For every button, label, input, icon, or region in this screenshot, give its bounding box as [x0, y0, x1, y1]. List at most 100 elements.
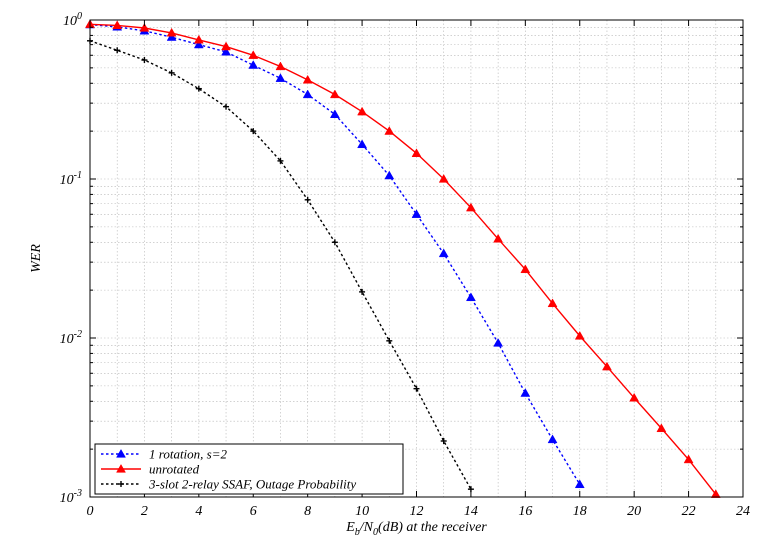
- legend-label: 1 rotation, s=2: [149, 447, 227, 462]
- series-line: [89, 23, 717, 495]
- data-point-marker: [329, 89, 340, 99]
- legend-label: unrotated: [149, 462, 200, 477]
- data-point-legend-marker: [116, 463, 126, 473]
- series-line: [89, 40, 472, 490]
- data-point-marker: [275, 61, 286, 71]
- data-point-marker: [331, 239, 338, 246]
- x-label-0-sub: 0: [373, 527, 378, 538]
- x-tick-label: 18: [573, 504, 587, 519]
- data-point-marker: [248, 60, 259, 69]
- data-point-marker: [193, 34, 204, 44]
- x-label-b-sub: b: [355, 527, 360, 538]
- data-point-marker: [520, 264, 531, 274]
- x-tick-label: 4: [195, 504, 202, 519]
- y-tick-label-exponent: -1: [74, 170, 82, 181]
- data-point-marker: [384, 170, 395, 180]
- data-point-marker: [302, 89, 313, 99]
- x-tick-label: 2: [141, 504, 148, 519]
- y-tick-label-exponent: 0: [77, 11, 82, 22]
- y-tick-label: 10-1: [60, 170, 82, 188]
- data-point-marker: [195, 85, 202, 92]
- data-point-legend-marker: [116, 448, 126, 458]
- x-label-rest: (dB) at the receiver: [378, 520, 487, 535]
- x-tick-label: 16: [518, 504, 532, 519]
- x-tick-label: 8: [304, 504, 311, 519]
- series-layer: [85, 19, 721, 498]
- x-tick-label: 10: [355, 504, 369, 519]
- y-tick-label-base: 10: [60, 173, 74, 188]
- data-point-marker: [574, 479, 585, 489]
- data-point-marker: [493, 233, 504, 243]
- series-2: [85, 19, 721, 498]
- data-point-legend-marker: [118, 481, 124, 487]
- y-tick-label-base: 10: [63, 14, 77, 29]
- data-point-marker: [710, 489, 721, 498]
- data-point-marker: [465, 202, 476, 212]
- data-point-marker: [250, 128, 257, 135]
- x-tick-label: 14: [464, 504, 478, 519]
- grid: [90, 20, 743, 497]
- data-point-marker: [411, 148, 422, 157]
- data-point-marker: [574, 330, 585, 340]
- series-3: [87, 37, 474, 493]
- x-tick-label: 22: [682, 504, 696, 519]
- data-point-marker: [168, 69, 175, 76]
- data-point-marker: [275, 73, 286, 82]
- data-point-marker: [139, 23, 150, 32]
- x-tick-label: 6: [250, 504, 257, 519]
- legend-label: 3-slot 2-relay SSAF, Outage Probability: [148, 477, 356, 492]
- data-point-marker: [223, 103, 230, 110]
- data-point-marker: [602, 361, 612, 371]
- data-point-marker: [413, 385, 420, 392]
- data-point-marker: [112, 20, 123, 30]
- data-point-marker: [359, 288, 366, 295]
- y-tick-label-exponent: -3: [74, 488, 82, 499]
- data-point-marker: [304, 196, 311, 203]
- data-point-marker: [166, 27, 177, 37]
- x-label-n: /N: [359, 520, 374, 535]
- y-tick-label-base: 10: [60, 332, 74, 347]
- y-tick-label: 10-3: [60, 488, 82, 506]
- data-point-marker: [547, 298, 558, 308]
- data-point-marker: [438, 248, 449, 258]
- data-point-marker: [629, 392, 640, 402]
- data-point-marker: [520, 388, 531, 397]
- data-point-marker: [166, 32, 177, 41]
- x-tick-label: 0: [87, 504, 94, 519]
- data-point-marker: [384, 126, 395, 135]
- data-point-marker: [656, 423, 667, 433]
- data-point-marker: [386, 337, 393, 344]
- y-tick-label: 100: [63, 11, 82, 29]
- data-point-marker: [411, 209, 422, 218]
- x-tick-label: 20: [627, 504, 641, 519]
- data-point-marker: [493, 338, 504, 347]
- y-axis-label: WER: [29, 244, 44, 273]
- data-point-marker: [248, 50, 259, 59]
- x-tick-label: 12: [410, 504, 424, 519]
- data-point-marker: [357, 139, 368, 149]
- data-point-marker: [547, 434, 558, 444]
- data-point-marker: [683, 454, 694, 464]
- data-point-marker: [440, 438, 447, 445]
- data-point-marker: [465, 292, 476, 302]
- data-point-marker: [302, 74, 313, 84]
- data-point-marker: [193, 39, 204, 49]
- data-point-marker: [357, 106, 368, 116]
- legend-box: [94, 443, 404, 495]
- data-point-marker: [329, 109, 340, 118]
- data-point-marker: [221, 41, 231, 51]
- y-tick-label-base: 10: [60, 491, 74, 506]
- data-point-marker: [438, 173, 449, 183]
- y-tick-label-exponent: -2: [74, 329, 82, 340]
- x-axis-label: Eb/N0(dB) at the receiver: [345, 520, 487, 538]
- x-tick-label: 24: [736, 504, 750, 519]
- data-point-marker: [277, 157, 284, 164]
- x-label-e: E: [345, 520, 355, 535]
- data-point-marker: [141, 57, 148, 64]
- data-point-marker: [221, 46, 231, 56]
- data-point-marker: [114, 47, 121, 54]
- y-tick-label: 10-2: [60, 329, 82, 347]
